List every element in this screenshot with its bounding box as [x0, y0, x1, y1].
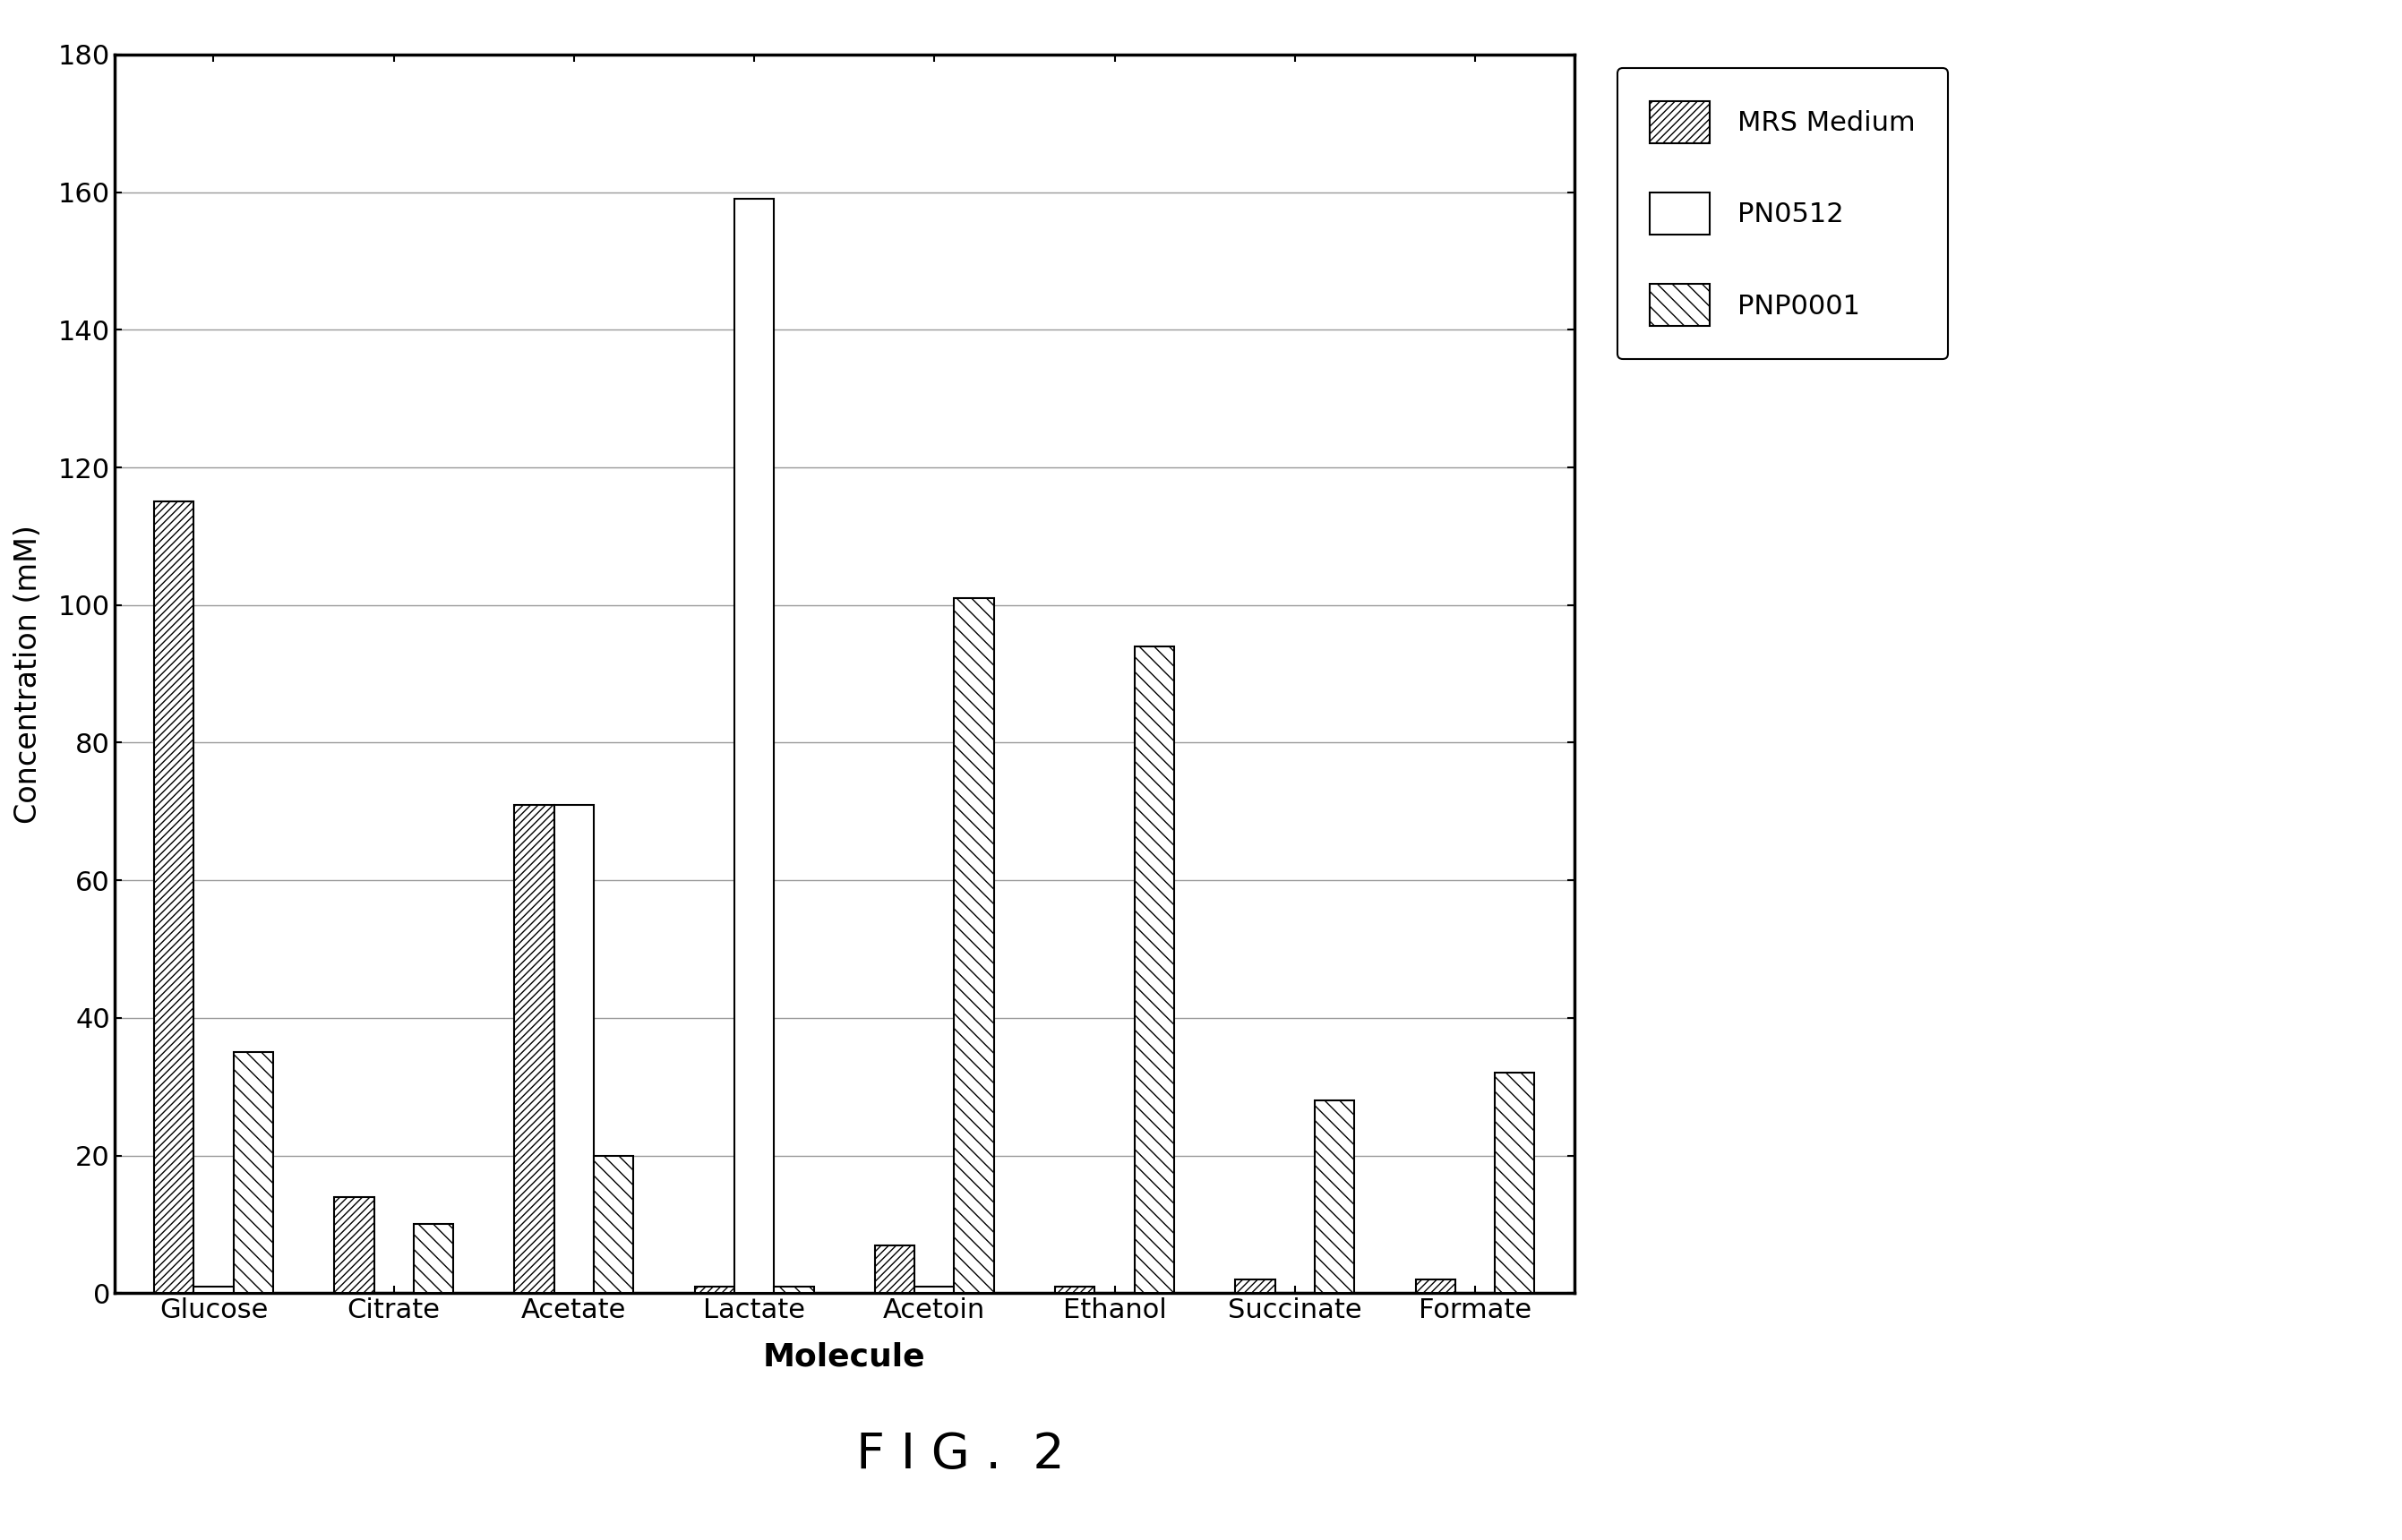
X-axis label: Molecule: Molecule	[764, 1343, 925, 1372]
Bar	[1235, 1280, 1275, 1294]
Bar	[593, 1155, 634, 1294]
Bar	[1314, 1101, 1355, 1294]
Bar	[555, 804, 593, 1294]
Bar	[954, 598, 994, 1294]
Y-axis label: Concentration (mM): Concentration (mM)	[14, 525, 43, 824]
Bar	[694, 1286, 735, 1294]
Bar	[233, 1052, 274, 1294]
Bar	[334, 1197, 375, 1294]
Legend: MRS Medium, PN0512, PNP0001: MRS Medium, PN0512, PNP0001	[1617, 68, 1948, 359]
Bar	[773, 1286, 814, 1294]
Bar	[735, 199, 773, 1294]
Bar	[915, 1286, 954, 1294]
Bar	[1494, 1073, 1535, 1294]
Bar	[514, 804, 555, 1294]
Bar	[1415, 1280, 1456, 1294]
Bar	[1134, 647, 1175, 1294]
Bar	[413, 1224, 454, 1294]
Bar	[874, 1244, 915, 1294]
Bar	[1054, 1286, 1095, 1294]
Text: F I G .  2: F I G . 2	[858, 1431, 1064, 1480]
Bar	[154, 502, 195, 1294]
Bar	[195, 1286, 233, 1294]
